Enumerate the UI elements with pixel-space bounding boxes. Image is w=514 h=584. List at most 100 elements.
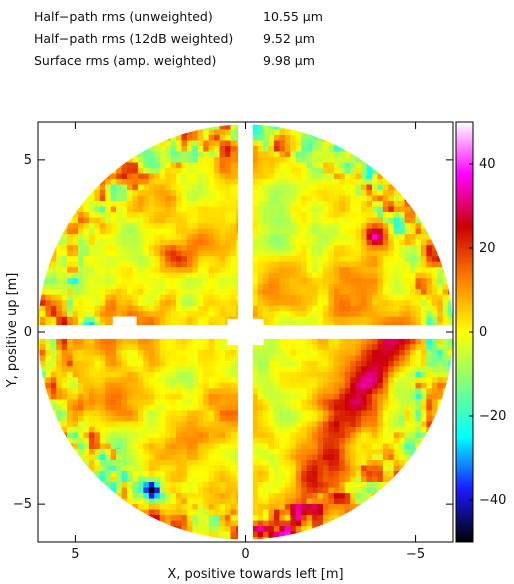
heatmap-cell (371, 206, 378, 213)
heatmap-cell (365, 420, 372, 427)
heatmap-cell (398, 206, 405, 213)
heatmap-cell (295, 305, 302, 312)
heatmap-cell (93, 189, 100, 196)
heatmap-cell (311, 233, 318, 240)
heatmap-cell (382, 167, 389, 174)
heatmap-cell (77, 206, 84, 213)
heatmap-cell (333, 382, 340, 389)
heatmap-cell (180, 239, 187, 246)
heatmap-cell (295, 272, 302, 279)
heatmap-cell (142, 486, 149, 494)
heatmap-cell (55, 305, 62, 312)
heatmap-cell (338, 442, 345, 449)
heatmap-cell (257, 453, 264, 460)
heatmap-cell (142, 321, 149, 328)
heatmap-cell (55, 398, 62, 405)
heatmap-cell (72, 354, 79, 361)
heatmap-cell (180, 365, 187, 372)
heatmap-cell (278, 371, 285, 378)
heatmap-cell (393, 387, 400, 394)
heatmap-cell (284, 365, 291, 372)
heatmap-cell (306, 266, 313, 273)
heatmap-cell (425, 387, 432, 394)
heatmap-cell (262, 530, 269, 538)
heatmap-cell (409, 194, 416, 202)
heatmap-cell (202, 349, 209, 356)
heatmap-cell (404, 338, 411, 345)
heatmap-cell (186, 244, 193, 251)
heatmap-cell (333, 228, 340, 235)
heatmap-cell (126, 200, 133, 207)
heatmap-cell (142, 470, 149, 477)
heatmap-cell (371, 217, 378, 224)
heatmap-cell (186, 124, 193, 130)
heatmap-cell (99, 178, 106, 185)
heatmap-cell (142, 167, 149, 174)
heatmap-cell (382, 360, 389, 367)
heatmap-cell (338, 404, 345, 411)
heatmap-cell (393, 272, 400, 279)
heatmap-cell (175, 420, 182, 427)
heatmap-cell (316, 426, 323, 433)
heatmap-cell (126, 409, 133, 416)
heatmap-cell (333, 497, 340, 505)
heatmap-cell (104, 459, 111, 466)
heatmap-cell (376, 448, 383, 455)
heatmap-cell (289, 283, 296, 290)
heatmap-cell (349, 200, 356, 207)
heatmap-cell (376, 360, 383, 367)
heatmap-cell (316, 255, 323, 262)
heatmap-cell (431, 261, 438, 268)
heatmap-cell (344, 514, 351, 521)
heatmap-cell (251, 475, 258, 483)
heatmap-cell (273, 150, 280, 158)
heatmap-cell (104, 448, 111, 455)
heatmap-cell (289, 387, 296, 394)
heatmap-cell (327, 294, 334, 301)
heatmap-cell (278, 128, 285, 135)
heatmap-cell (137, 189, 144, 196)
heatmap-cell (126, 150, 133, 158)
heatmap-cell (159, 387, 166, 394)
heatmap-cell (77, 321, 84, 328)
heatmap-cell (393, 393, 400, 400)
heatmap-cell (284, 481, 291, 488)
heatmap-cell (148, 481, 155, 488)
heatmap-cell (295, 453, 302, 460)
heatmap-cell (431, 250, 438, 257)
heatmap-cell (420, 272, 427, 279)
heatmap-cell (267, 156, 274, 163)
heatmap-cell (327, 228, 334, 235)
heatmap-cell (360, 211, 367, 218)
heatmap-cell (409, 387, 416, 394)
heatmap-cell (99, 404, 106, 411)
heatmap-cell (338, 519, 345, 527)
heatmap-cell (218, 305, 226, 312)
heatmap-cell (104, 426, 111, 433)
heatmap-cell (257, 470, 264, 477)
heatmap-cell (360, 222, 367, 229)
heatmap-cell (218, 178, 226, 185)
heatmap-cell (262, 497, 269, 505)
heatmap-cell (208, 470, 215, 477)
heatmap-cell (191, 161, 198, 169)
heatmap-cell (99, 261, 106, 268)
heatmap-cell (169, 172, 177, 180)
heatmap-cell (382, 459, 389, 466)
heatmap-cell (289, 349, 296, 356)
heatmap-cell (229, 426, 236, 433)
heatmap-cell (72, 437, 79, 444)
heatmap-cell (360, 305, 367, 312)
heatmap-cell (311, 415, 318, 422)
heatmap-cell (224, 200, 231, 207)
heatmap-cell (44, 272, 51, 279)
heatmap-cell (425, 415, 432, 422)
heatmap-cell (393, 244, 400, 251)
heatmap-cell (398, 376, 405, 383)
heatmap-cell (186, 525, 193, 532)
heatmap-cell (142, 228, 149, 235)
heatmap-cell (72, 459, 79, 466)
heatmap-cell (175, 206, 182, 213)
heatmap-cell (66, 272, 73, 279)
heatmap-cell (213, 288, 220, 295)
